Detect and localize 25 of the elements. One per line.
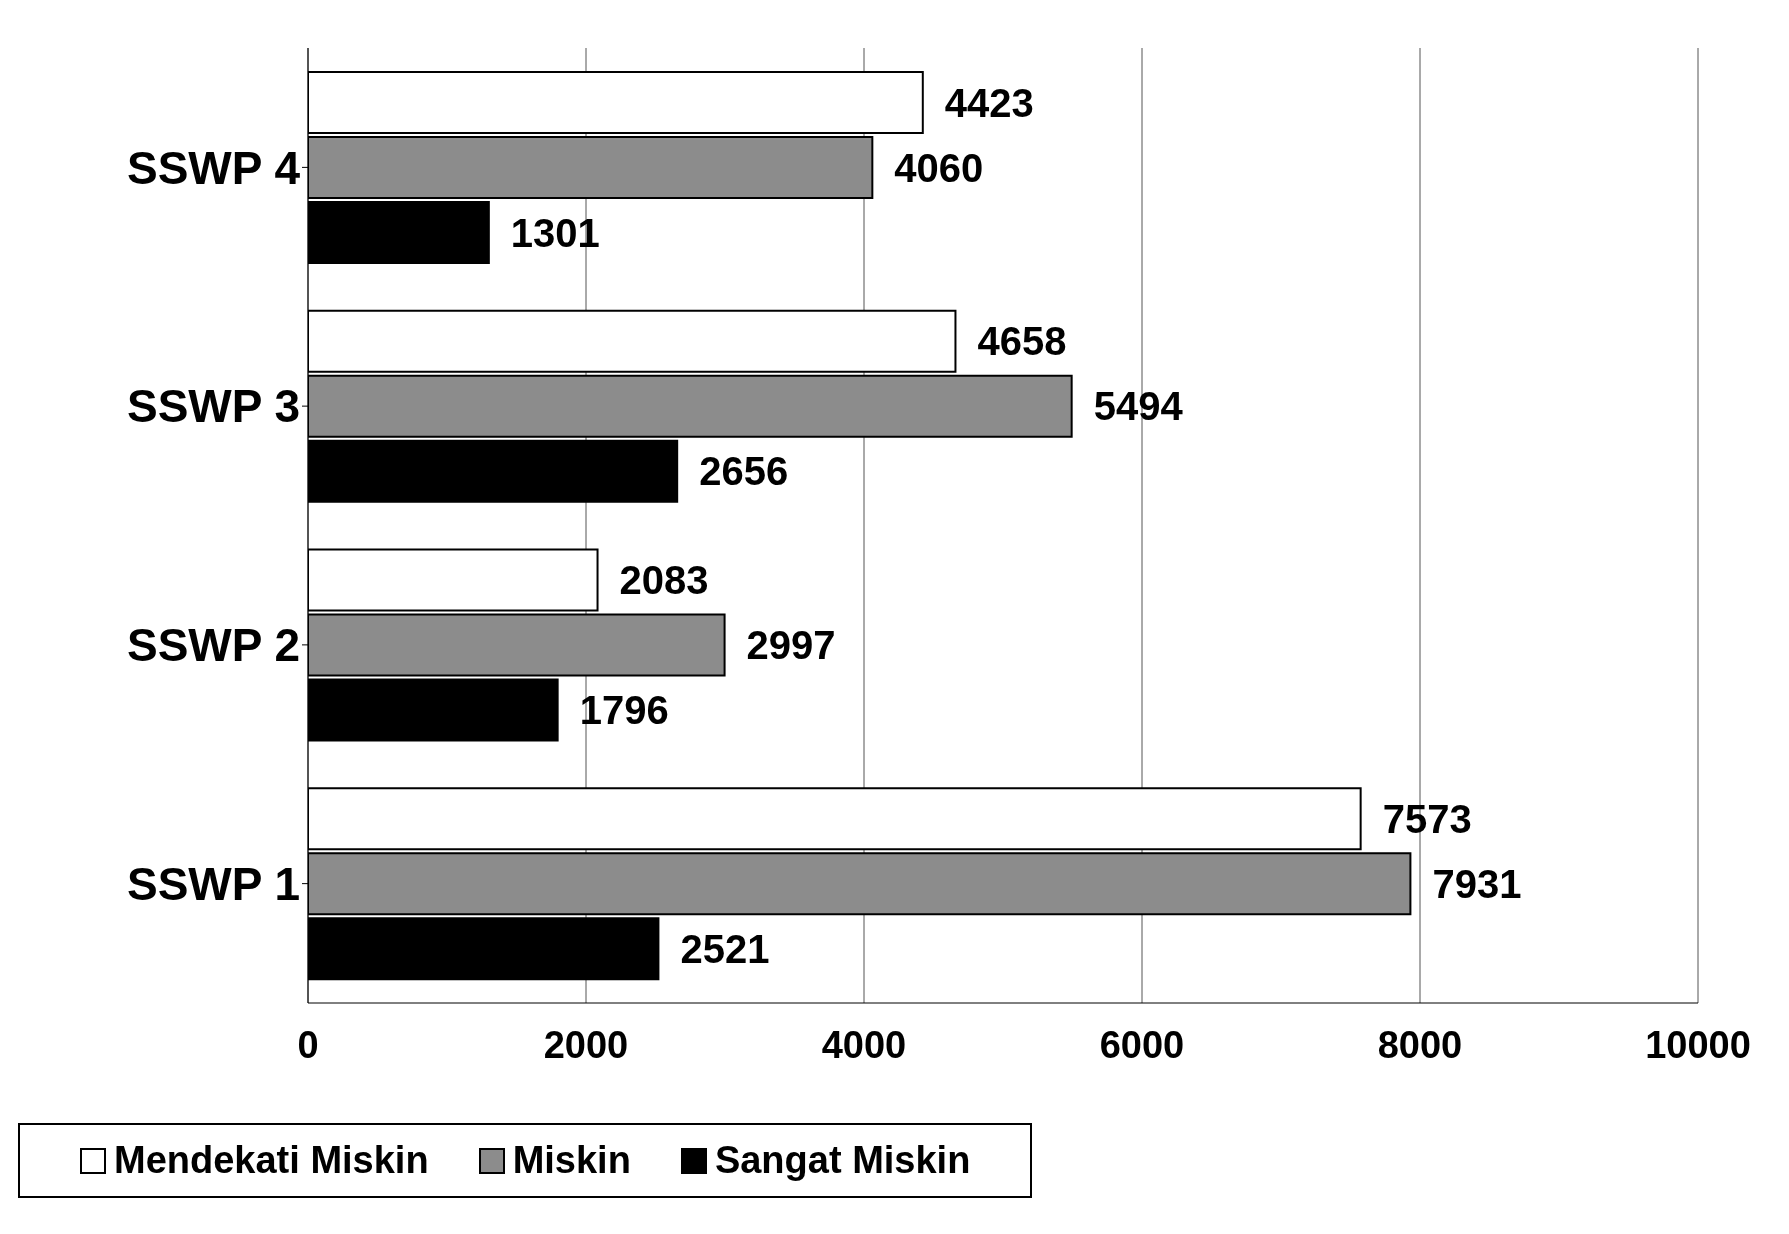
data-label: 1796 — [579, 688, 669, 733]
x-tick-label: 8000 — [1377, 1023, 1463, 1066]
data-label: 5494 — [1093, 384, 1184, 429]
legend-label: Mendekati Miskin — [114, 1139, 429, 1182]
legend-label: Miskin — [512, 1139, 631, 1182]
x-tick-label: 10000 — [1645, 1023, 1751, 1066]
data-label: 2521 — [680, 926, 770, 971]
x-tick-label: 0 — [297, 1023, 319, 1066]
y-tick-label: SSWP 3 — [127, 380, 300, 433]
x-tick-label: 6000 — [1099, 1023, 1185, 1066]
data-label: 7573 — [1382, 796, 1472, 841]
data-label: 2997 — [746, 623, 836, 668]
data-label: 7931 — [1432, 861, 1522, 906]
data-label: 4423 — [944, 80, 1034, 125]
data-label: 2083 — [619, 558, 709, 603]
y-tick-label: SSWP 4 — [127, 141, 301, 194]
y-tick-label: SSWP 2 — [127, 619, 300, 672]
y-tick-label: SSWP 1 — [127, 857, 300, 910]
legend-label: Sangat Miskin — [714, 1139, 971, 1182]
data-label: 2656 — [699, 449, 789, 494]
x-tick-label: 2000 — [543, 1023, 629, 1066]
data-label: 1301 — [510, 210, 600, 255]
x-tick-label: 4000 — [821, 1023, 907, 1066]
data-label: 4658 — [977, 319, 1067, 364]
data-label: 4060 — [894, 145, 984, 190]
